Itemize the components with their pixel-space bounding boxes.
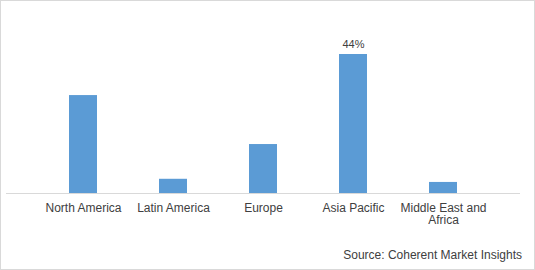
svg-text:Europe: Europe [244, 201, 283, 215]
html-text:Source: Coherent Market Insigh: Source: Coherent Market Insights [343, 248, 522, 262]
svg-text:Latin America: Latin America [137, 201, 210, 215]
svg-text:Middle East andAfrica: Middle East andAfrica [400, 201, 486, 227]
svg-text:44%: 44% [342, 38, 364, 50]
svg-text:North America: North America [45, 201, 121, 215]
svg-text:Asia Pacific: Asia Pacific [322, 201, 384, 215]
